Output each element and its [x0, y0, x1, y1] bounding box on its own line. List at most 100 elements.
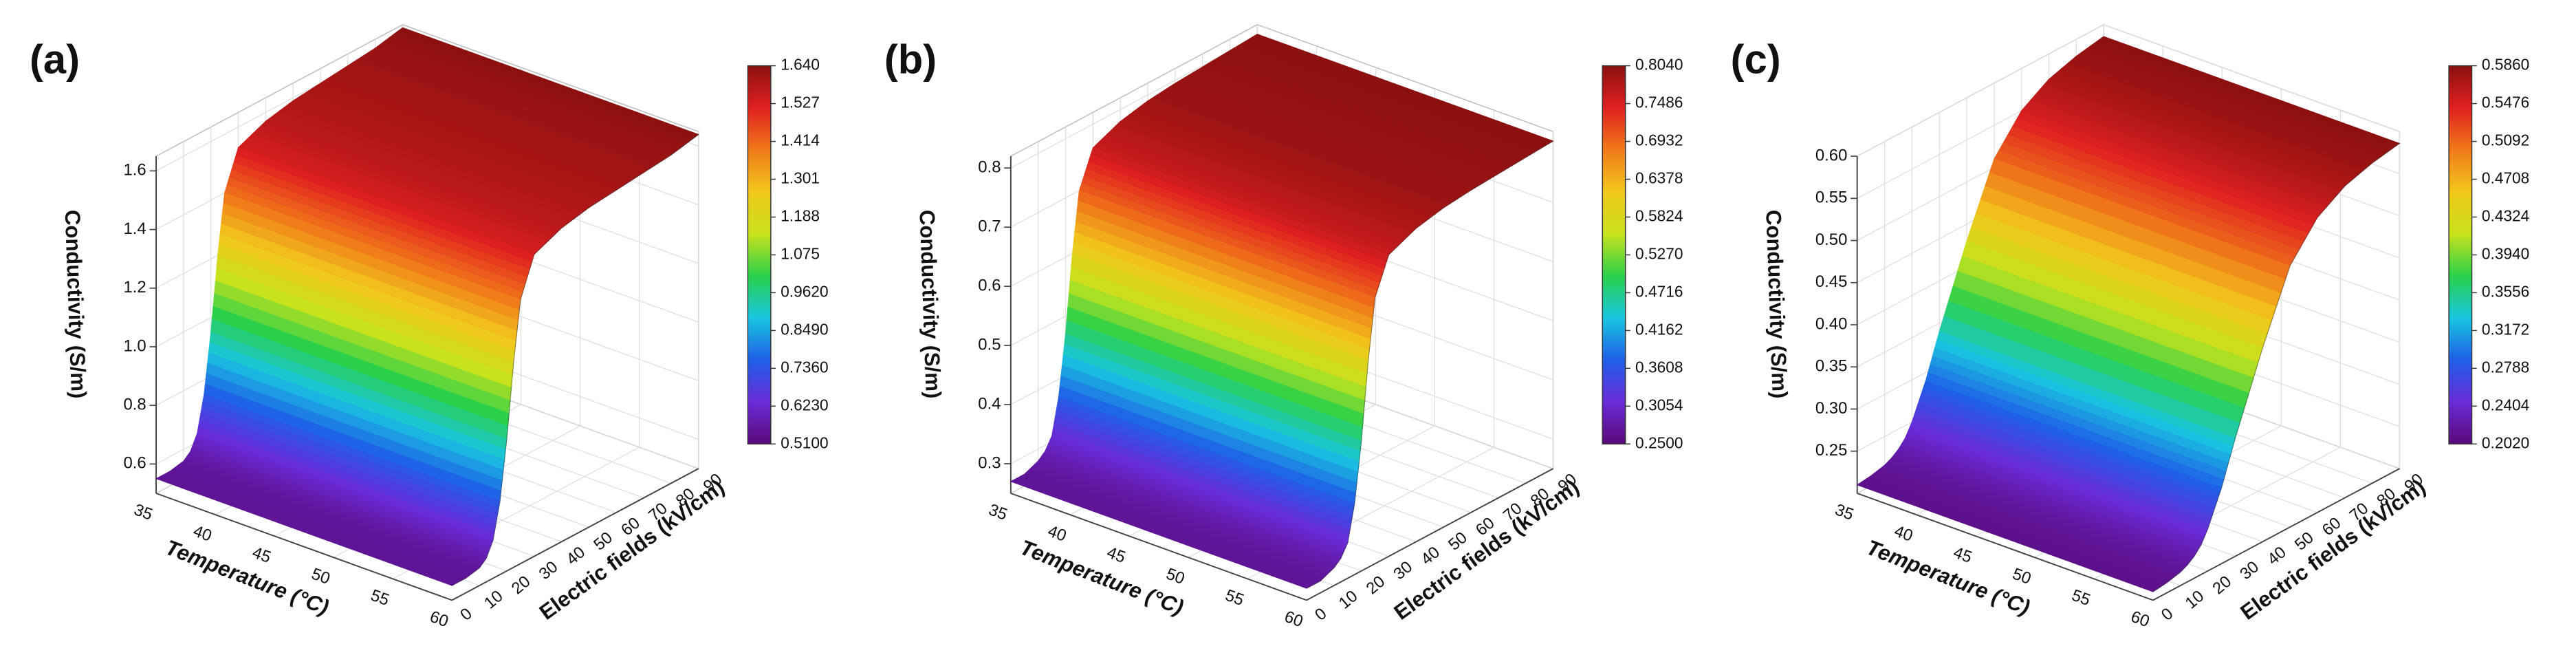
x-tick-label: 50: [1164, 565, 1187, 588]
colorbar-tick-label: 0.3054: [1635, 396, 1683, 413]
surface-patch: [1994, 110, 2318, 267]
surface-patch: [2075, 36, 2401, 164]
z-tick-label: 0.25: [1815, 441, 1848, 460]
colorbar-tick-label: 1.527: [781, 94, 820, 111]
surface-patch: [1897, 438, 2202, 557]
surface-patch: [1939, 240, 2263, 439]
colorbar-tick-label: 0.2404: [2482, 396, 2529, 413]
surface-patch: [1051, 396, 1355, 544]
z-tick-label: 0.8: [978, 158, 1001, 177]
surface-patch: [292, 83, 618, 208]
colorbar-tick-label: 0.5860: [2482, 56, 2529, 74]
colorbar-tick-label: 0.2020: [2482, 433, 2529, 451]
y-tick-label: 20: [508, 572, 534, 599]
panel-label: (b): [884, 36, 937, 83]
y-tick-label: 40: [1417, 543, 1443, 569]
z-tick-label: 0.50: [1815, 230, 1848, 249]
surface-patch: [1146, 83, 1472, 208]
x-tick-label: 60: [2128, 608, 2152, 631]
colorbar-tick-label: 0.4716: [1635, 282, 1683, 300]
panel-label: (a): [30, 36, 80, 83]
colorbar-tick-label: 0.4324: [2482, 206, 2529, 224]
colorbar-tick-label: 1.075: [781, 244, 820, 262]
z-tick-label: 1.6: [123, 161, 146, 180]
y-tick-label: 30: [536, 557, 562, 583]
colorbar-tick-label: 0.8040: [1635, 56, 1683, 74]
x-axis: [155, 493, 452, 601]
colorbar: [747, 65, 772, 445]
surface-patch: [217, 192, 521, 363]
x-tick-label: 50: [2010, 565, 2033, 588]
y-axis-title: Electric fields (kV/cm): [2236, 475, 2430, 625]
colorbar-tick-label: 0.3556: [2482, 282, 2529, 300]
z-tick-label: 0.6: [123, 454, 146, 473]
surface-patch: [190, 433, 494, 559]
colorbar-tick-label: 0.5824: [1635, 206, 1683, 224]
z-tick-label: 0.45: [1815, 272, 1848, 291]
colorbar-tick-label: 0.4162: [1635, 320, 1683, 338]
colorbar-tick-label: 1.414: [781, 131, 820, 149]
colorbar-tick-label: 0.8490: [781, 320, 828, 338]
surface-patch: [1911, 400, 2216, 530]
colorbar-tick-label: 0.2500: [1635, 433, 1683, 451]
surface-patch: [2020, 78, 2346, 218]
grid-line: [2103, 24, 2400, 132]
surface-patch: [319, 65, 645, 191]
surface-patch: [1120, 100, 1445, 229]
y-tick-label: 20: [1363, 572, 1389, 599]
colorbar: [2448, 65, 2473, 445]
surface-patch: [1044, 435, 1349, 559]
y-tick-label: 40: [2264, 543, 2290, 569]
surface-patch: [1890, 449, 2195, 566]
colorbar-tick-label: 0.9620: [781, 282, 828, 300]
surface-patch: [168, 460, 481, 579]
colorbar: [1602, 65, 1626, 445]
y-tick-label: 10: [2182, 587, 2208, 613]
y-axis: [451, 468, 699, 601]
x-tick-label: 55: [368, 586, 391, 610]
surface-patch: [1904, 421, 2209, 546]
x-tick-label: 45: [1104, 543, 1128, 566]
z-tick-label: 0.40: [1815, 314, 1848, 333]
surface-patch: [183, 451, 487, 569]
panel-label: (c): [1731, 36, 1781, 83]
surface-edge: [1306, 140, 1553, 589]
x-tick-label: 60: [427, 608, 450, 631]
colorbar-tick-label: 1.301: [781, 169, 820, 187]
surface-patch: [1065, 253, 1369, 442]
surface-patch: [265, 100, 590, 229]
surface-edge: [451, 133, 699, 586]
y-tick-label: 30: [2236, 557, 2262, 583]
surface-patch: [1925, 331, 2236, 488]
colorbar-tick-label: 0.7360: [781, 358, 828, 376]
z-tick-label: 0.35: [1815, 357, 1848, 376]
z-axis-title: Conductivity (S/m): [61, 209, 91, 398]
colorbar-tick-label: 0.3940: [2482, 244, 2529, 262]
colorbar-tick-label: 0.4708: [2482, 169, 2529, 187]
colorbar-tick-label: 1.640: [781, 56, 820, 74]
colorbar-tick-label: 0.6378: [1635, 169, 1683, 187]
z-tick-label: 0.7: [978, 217, 1001, 236]
y-axis-title: Electric fields (kV/cm): [1390, 475, 1584, 625]
surface-patch: [1229, 34, 1554, 158]
grid-line: [1857, 24, 2104, 157]
x-tick-label: 45: [250, 543, 273, 566]
y-axis: [2152, 468, 2400, 601]
colorbar-tick-label: 0.3172: [2482, 320, 2529, 338]
x-axis: [1010, 493, 1307, 601]
z-tick-label: 0.30: [1815, 399, 1848, 418]
colorbar-tick-label: 0.5092: [2482, 131, 2529, 149]
surface-patch: [1966, 158, 2291, 349]
surface-patch: [1201, 50, 1527, 175]
surface-patch: [1174, 66, 1499, 191]
colorbar-tick-label: 0.5270: [1635, 244, 1683, 262]
colorbar-tick-label: 0.5476: [2482, 94, 2529, 111]
colorbar-tick-label: 0.3608: [1635, 358, 1683, 376]
x-tick-label: 50: [309, 565, 332, 588]
surface-patch: [204, 332, 507, 502]
x-tick-label: 35: [131, 500, 155, 524]
z-axis-title: Conductivity (S/m): [1761, 209, 1792, 398]
z-tick-label: 0.60: [1815, 146, 1848, 164]
